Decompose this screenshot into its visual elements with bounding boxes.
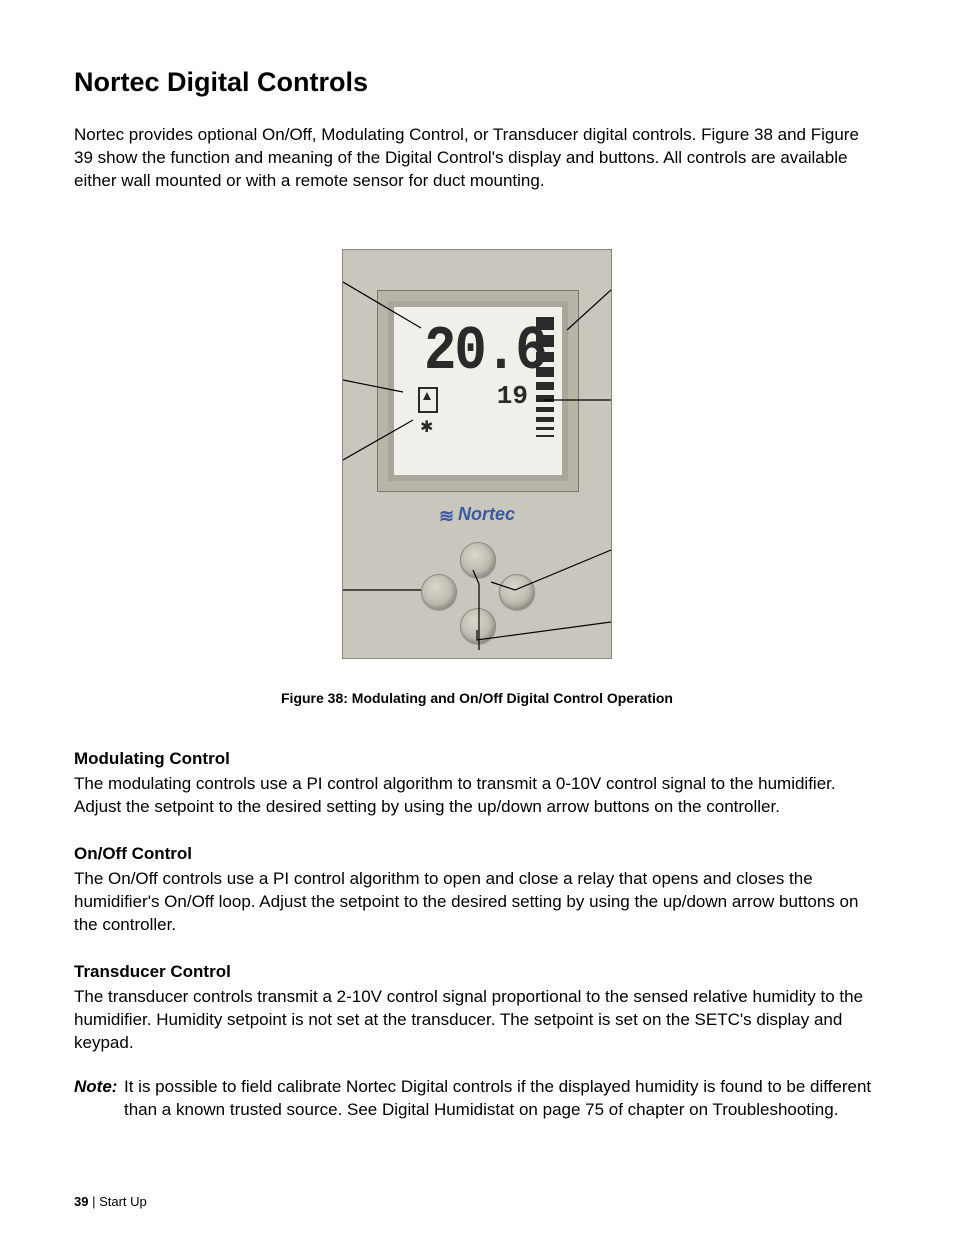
scale-segment [536, 395, 554, 402]
scale-segment [536, 335, 554, 347]
device-illustration: 20.6 19 ✱ ≋Nortec [342, 249, 612, 659]
nav-button-right[interactable] [499, 574, 535, 610]
lcd-screen: 20.6 19 ✱ [394, 307, 562, 475]
scale-segment [536, 417, 554, 421]
screen-frame: 20.6 19 ✱ [377, 290, 579, 492]
scale-bar [536, 317, 554, 437]
footer-section: Start Up [99, 1194, 147, 1209]
figure-38: 20.6 19 ✱ ≋Nortec Figure 38: Modulating [74, 249, 880, 708]
arrow-up-icon [418, 387, 438, 413]
note-block: Note: It is possible to field calibrate … [74, 1076, 880, 1122]
scale-segment [536, 427, 554, 430]
scale-segment [536, 317, 554, 330]
nav-button-up[interactable] [460, 542, 496, 578]
note-label: Note: [74, 1076, 124, 1122]
nav-button-left[interactable] [421, 574, 457, 610]
brand-label: ≋Nortec [343, 502, 611, 526]
page-footer: 39 | Start Up [74, 1193, 147, 1211]
scale-segment [536, 352, 554, 362]
intro-paragraph: Nortec provides optional On/Off, Modulat… [74, 124, 880, 193]
wave-icon: ≋ [439, 504, 454, 528]
section-body: The transducer controls transmit a 2-10V… [74, 986, 880, 1055]
footer-sep: | [88, 1194, 99, 1209]
page-title: Nortec Digital Controls [74, 64, 880, 100]
section-heading: On/Off Control [74, 843, 880, 866]
section-body: The On/Off controls use a PI control alg… [74, 868, 880, 937]
nav-button-down[interactable] [460, 608, 496, 644]
display-setpoint: 19 [497, 379, 528, 414]
scale-segment [536, 367, 554, 376]
scale-segment [536, 407, 554, 413]
section-heading: Modulating Control [74, 748, 880, 771]
snowflake-icon: ✱ [420, 417, 433, 439]
note-body: It is possible to field calibrate Nortec… [124, 1076, 880, 1122]
figure-caption: Figure 38: Modulating and On/Off Digital… [74, 689, 880, 708]
brand-text: Nortec [458, 504, 515, 524]
page-number: 39 [74, 1194, 88, 1209]
scale-segment [536, 382, 554, 390]
section-body: The modulating controls use a PI control… [74, 773, 880, 819]
scale-segment [536, 435, 554, 437]
section-heading: Transducer Control [74, 961, 880, 984]
